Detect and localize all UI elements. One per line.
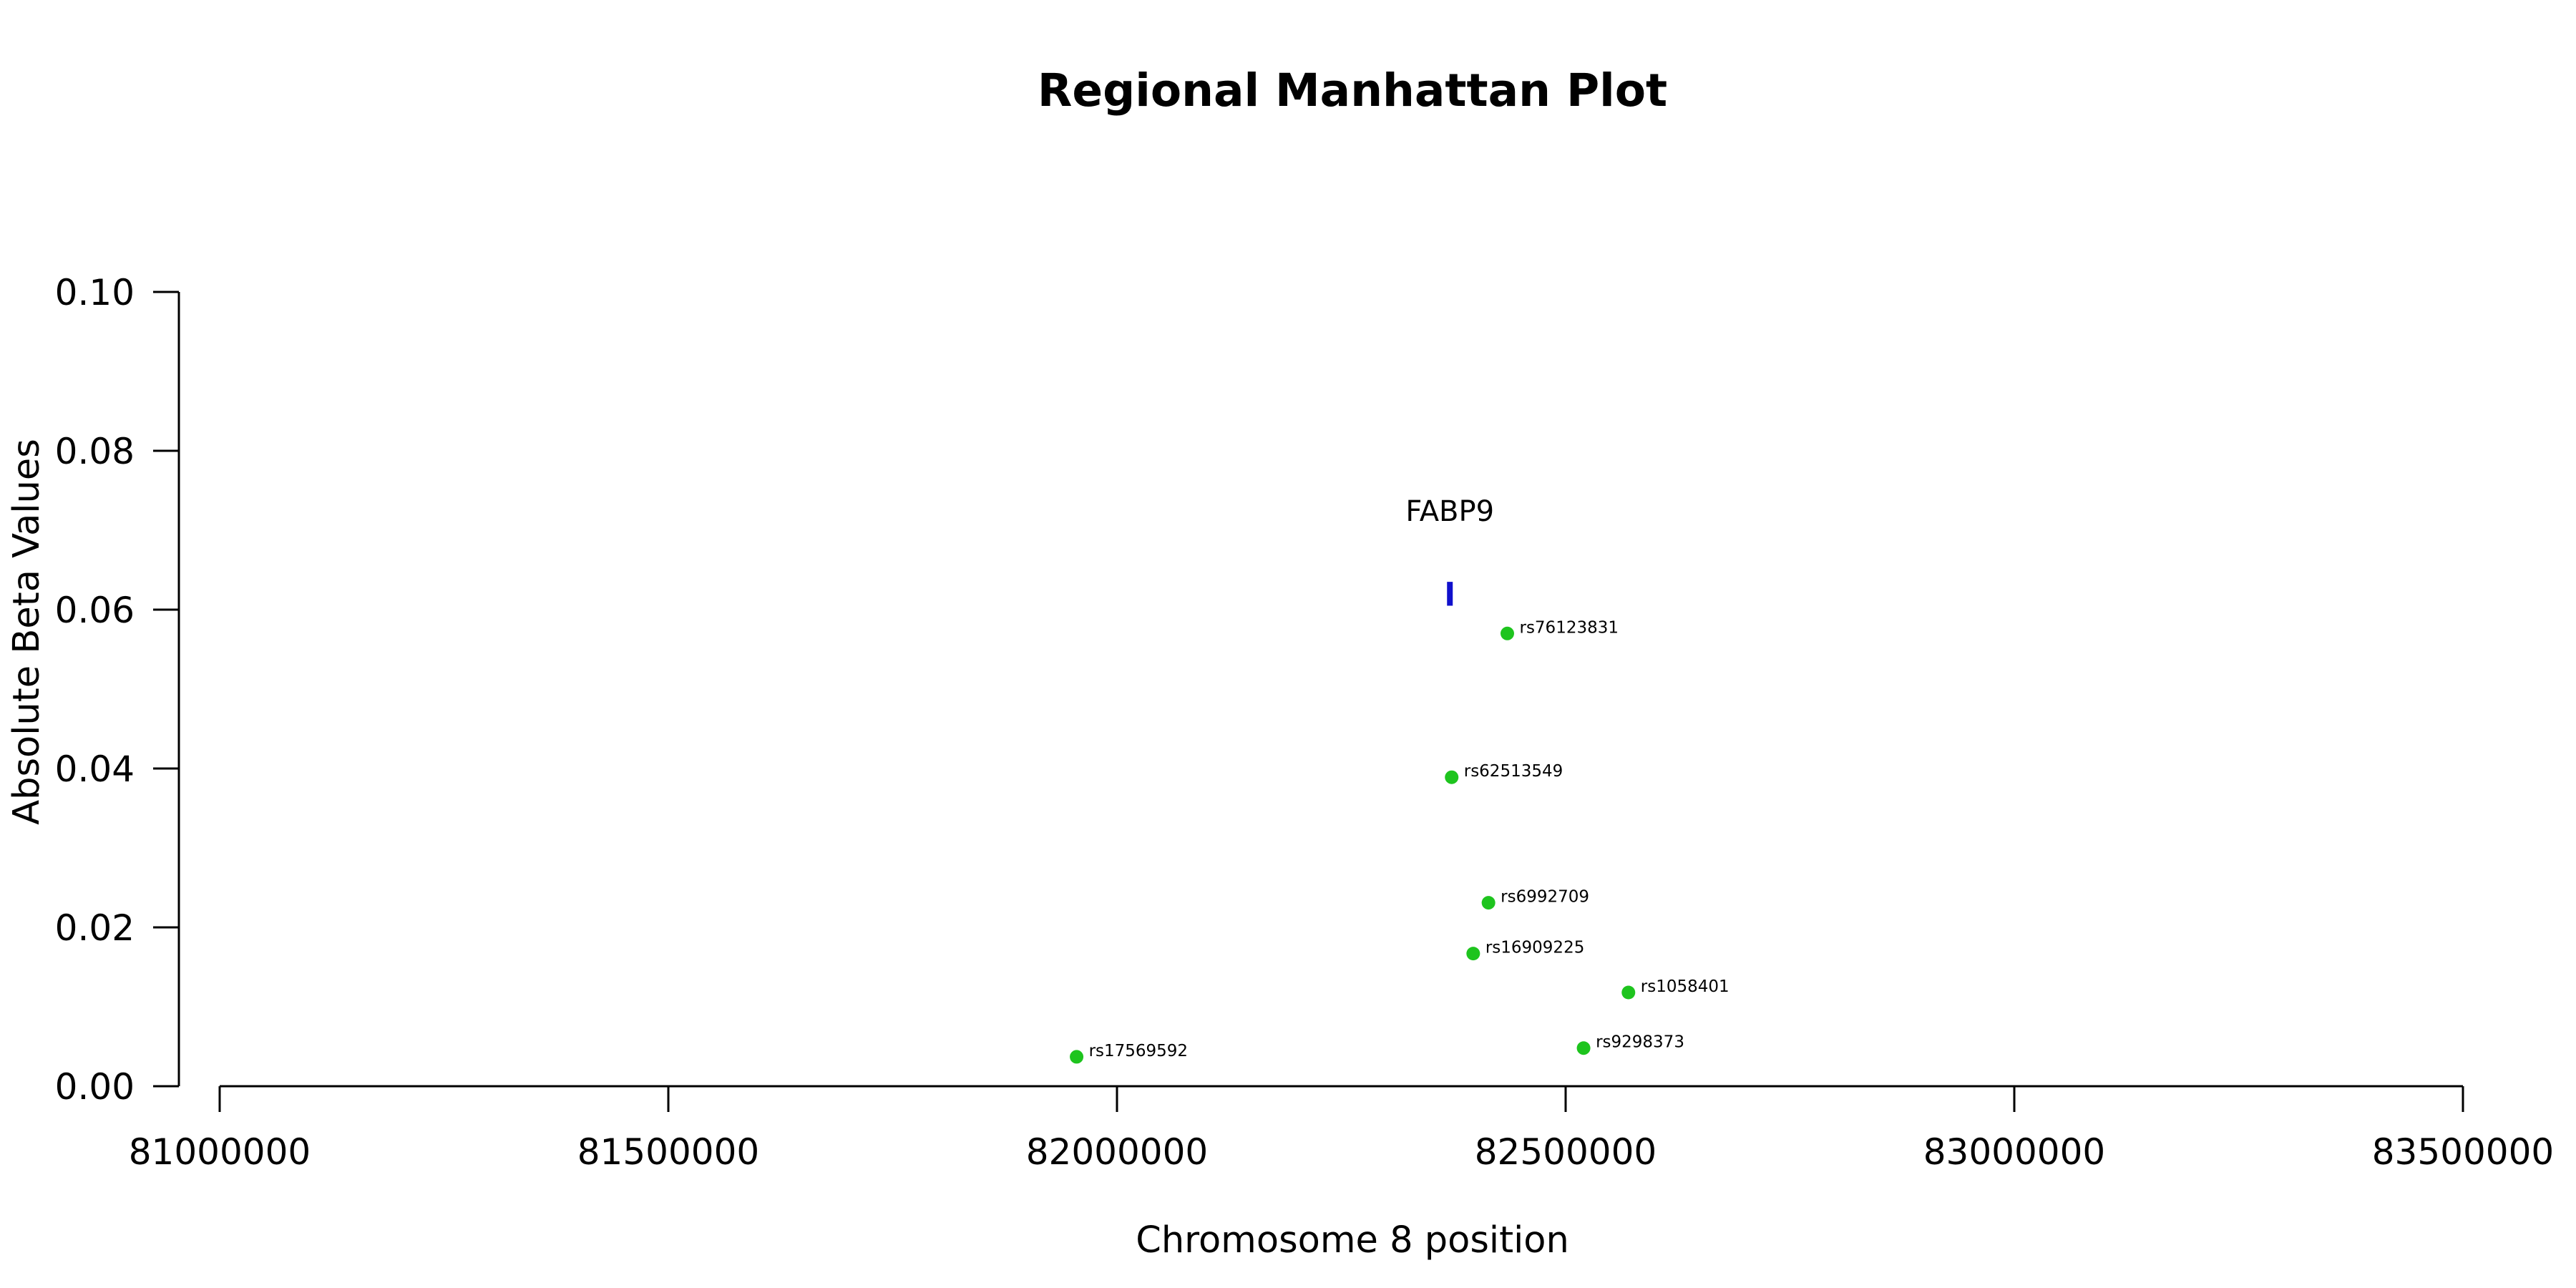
snp-label: rs6992709: [1501, 888, 1589, 907]
y-axis-label: Absolute Beta Values: [6, 439, 48, 825]
x-tick-label: 82000000: [1026, 1131, 1209, 1173]
x-tick-label: 83500000: [2372, 1131, 2555, 1173]
snp-point: [1621, 985, 1636, 1000]
y-tick-label: 0.04: [55, 748, 135, 790]
snp-label: rs1058401: [1641, 977, 1729, 996]
snp-point: [1576, 1041, 1591, 1055]
snp-point: [1445, 770, 1459, 784]
x-tick-label: 83000000: [1923, 1131, 2106, 1173]
chart-title: Regional Manhattan Plot: [1038, 64, 1667, 117]
y-axis: 0.00 0.02 0.04 0.06 0.08 0.10: [55, 272, 180, 1108]
snp-point: [1466, 947, 1480, 961]
x-tick-label: 81000000: [129, 1131, 311, 1173]
snp-label: rs16909225: [1485, 939, 1585, 957]
snp-point: [1481, 896, 1496, 910]
snp-label: rs17569592: [1089, 1042, 1189, 1060]
gene-label: FABP9: [1405, 495, 1494, 528]
snp-points: rs76123831 rs62513549 rs6992709 rs16909225 r…: [1070, 618, 1729, 1064]
x-tick-label: 81500000: [577, 1131, 760, 1173]
snp-point: [1070, 1050, 1084, 1064]
y-tick-label: 0.00: [55, 1066, 135, 1108]
y-tick-label: 0.10: [55, 272, 135, 313]
x-tick-label: 82500000: [1475, 1131, 1657, 1173]
snp-label: rs62513549: [1464, 762, 1563, 781]
x-axis: 81000000 81500000 82000000 82500000 83000000…: [129, 1085, 2555, 1173]
y-tick-label: 0.06: [55, 590, 135, 631]
y-tick-label: 0.02: [55, 907, 135, 949]
snp-label: rs76123831: [1519, 618, 1619, 637]
x-ticks: 81000000 81500000 82000000 82500000 83000000…: [129, 1086, 2555, 1173]
y-ticks: 0.00 0.02 0.04 0.06 0.08 0.10: [55, 272, 179, 1108]
x-axis-label: Chromosome 8 position: [1136, 1219, 1569, 1262]
snp-label: rs9298373: [1596, 1033, 1684, 1052]
y-tick-label: 0.08: [55, 431, 135, 472]
gene-markers: FABP9: [1405, 495, 1494, 606]
snp-point: [1500, 626, 1514, 640]
